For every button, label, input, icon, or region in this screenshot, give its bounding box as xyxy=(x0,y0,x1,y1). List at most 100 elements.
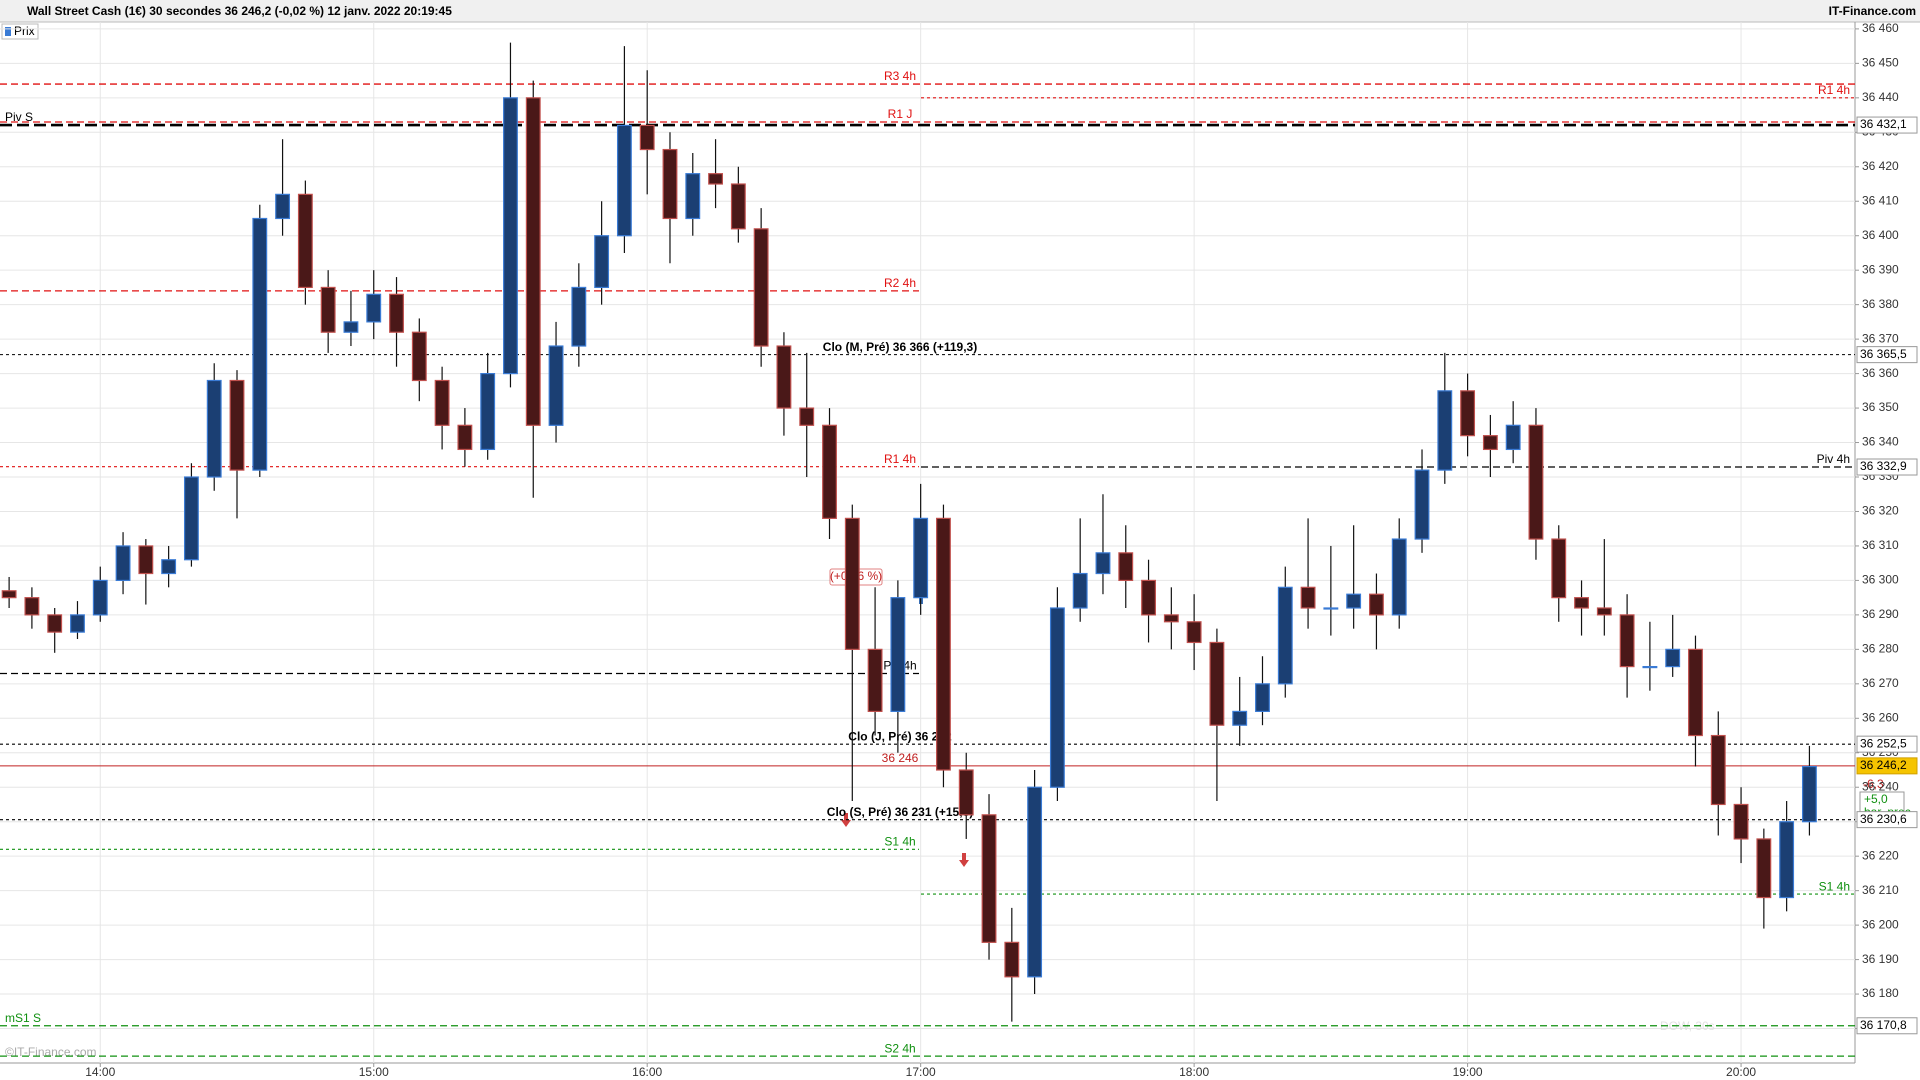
candle-body xyxy=(662,148,678,220)
candle-body xyxy=(1323,607,1339,610)
legend-label: Prix xyxy=(14,24,35,38)
candle-body xyxy=(480,372,496,451)
candle-body xyxy=(1186,621,1202,644)
y-tick-label: 36 320 xyxy=(1862,504,1899,518)
level-label: S1 4h xyxy=(1819,879,1850,893)
axis-tag-label: 36 246,2 xyxy=(1860,758,1907,772)
candle-body xyxy=(776,345,792,409)
y-tick-label: 36 270 xyxy=(1862,676,1899,690)
candle-body xyxy=(753,228,769,347)
level-label: S1 4h xyxy=(884,834,915,848)
y-tick-label: 36 360 xyxy=(1862,366,1899,380)
candle-body xyxy=(275,193,291,220)
candle-body xyxy=(1255,683,1270,713)
candle-body xyxy=(594,235,610,289)
candle-body xyxy=(1642,665,1658,669)
candle-body xyxy=(1027,786,1043,978)
axis-tag xyxy=(1856,116,1918,134)
axis-tag-label: 36 432,1 xyxy=(1860,117,1907,131)
candle-body xyxy=(867,648,883,713)
candle-body xyxy=(936,517,951,771)
candle-body xyxy=(1688,648,1703,737)
candle-body xyxy=(981,814,997,943)
y-tick-label: 36 210 xyxy=(1862,883,1899,897)
y-tick-label: 36 400 xyxy=(1862,228,1899,242)
axis-tag xyxy=(1856,757,1918,775)
y-tick-label: 36 300 xyxy=(1862,573,1899,587)
y-tick-label: 36 350 xyxy=(1862,400,1899,414)
candle-body xyxy=(525,97,541,426)
level-label: R1 4h xyxy=(884,452,916,466)
candle-body xyxy=(1756,838,1772,899)
y-tick-label: 36 450 xyxy=(1862,56,1899,70)
axis-tag xyxy=(1856,811,1918,829)
candle-body xyxy=(411,331,427,382)
candle-body xyxy=(1004,941,1020,978)
candle-body xyxy=(1300,586,1316,609)
y-tick-label: 36 310 xyxy=(1862,538,1899,552)
axis-tag xyxy=(1856,735,1918,753)
candle-body xyxy=(229,379,245,471)
candle-body xyxy=(1118,552,1134,582)
level-label: R3 4h xyxy=(884,69,916,83)
candle-body xyxy=(730,183,746,230)
bar-change-label: +5,0 xyxy=(1864,792,1888,806)
candle-body xyxy=(183,476,199,561)
y-tick-label: 36 440 xyxy=(1862,90,1899,104)
level-label: R2 4h xyxy=(884,276,916,290)
candle-body xyxy=(47,614,63,633)
candle-body xyxy=(913,517,929,599)
candle-body xyxy=(1209,641,1225,726)
candle-body xyxy=(1505,424,1521,451)
level-label: Piv S xyxy=(5,110,33,124)
x-tick-label: 14:00 xyxy=(85,1065,115,1079)
candle-body xyxy=(1801,765,1817,823)
candle-body xyxy=(799,407,815,426)
x-tick-label: 16:00 xyxy=(632,1065,662,1079)
y-tick-label: 36 390 xyxy=(1862,262,1899,276)
x-tick-label: 18:00 xyxy=(1179,1065,1209,1079)
level-label: Clo (J, Pré) 36 252 xyxy=(848,729,952,743)
level-label: Piv 4h xyxy=(1817,452,1850,466)
axis-tag xyxy=(1856,1017,1918,1035)
candle-body xyxy=(503,97,518,375)
level-label: 36 246 xyxy=(882,751,919,765)
candle-body xyxy=(844,517,860,650)
candle-body xyxy=(1414,469,1430,540)
candle-body xyxy=(24,597,40,616)
axis-tag xyxy=(1856,458,1918,476)
candle-body xyxy=(1072,572,1088,609)
candle-body xyxy=(366,293,382,323)
change-label: -6,3 xyxy=(1863,777,1884,791)
candle-body xyxy=(1551,538,1567,599)
candle-body xyxy=(1277,586,1293,685)
candle-body xyxy=(1665,648,1681,668)
candle-body xyxy=(1482,435,1498,451)
level-label: Clo (S, Pré) 36 231 (+15,6) xyxy=(827,805,973,819)
candle-body xyxy=(1369,593,1384,616)
level-label: mS1 S xyxy=(5,1011,41,1025)
y-tick-label: 36 280 xyxy=(1862,642,1899,656)
candle-body xyxy=(252,217,268,471)
candle-body xyxy=(548,345,564,426)
candle-body xyxy=(1,590,17,599)
candle-body xyxy=(92,579,108,616)
candle-body xyxy=(571,286,587,347)
x-tick-label: 17:00 xyxy=(906,1065,936,1079)
y-tick-label: 36 190 xyxy=(1862,952,1899,966)
header-bar xyxy=(0,0,1920,22)
candle-body xyxy=(70,614,85,633)
candle-body xyxy=(685,173,701,220)
candle-body xyxy=(639,124,655,151)
candle-body xyxy=(1163,614,1179,623)
x-tick-label: 15:00 xyxy=(359,1065,389,1079)
axis-tag-label: 36 230,6 xyxy=(1860,812,1907,826)
candle-body xyxy=(206,379,222,478)
source: IT-Finance.com xyxy=(1829,4,1916,18)
candle-body xyxy=(343,321,359,333)
legend-swatch xyxy=(5,27,11,36)
copyright: ©IT-Finance.com xyxy=(5,1045,97,1059)
level-label: S2 4h xyxy=(884,1041,915,1055)
axis-tag-label: 36 365,5 xyxy=(1860,347,1907,361)
